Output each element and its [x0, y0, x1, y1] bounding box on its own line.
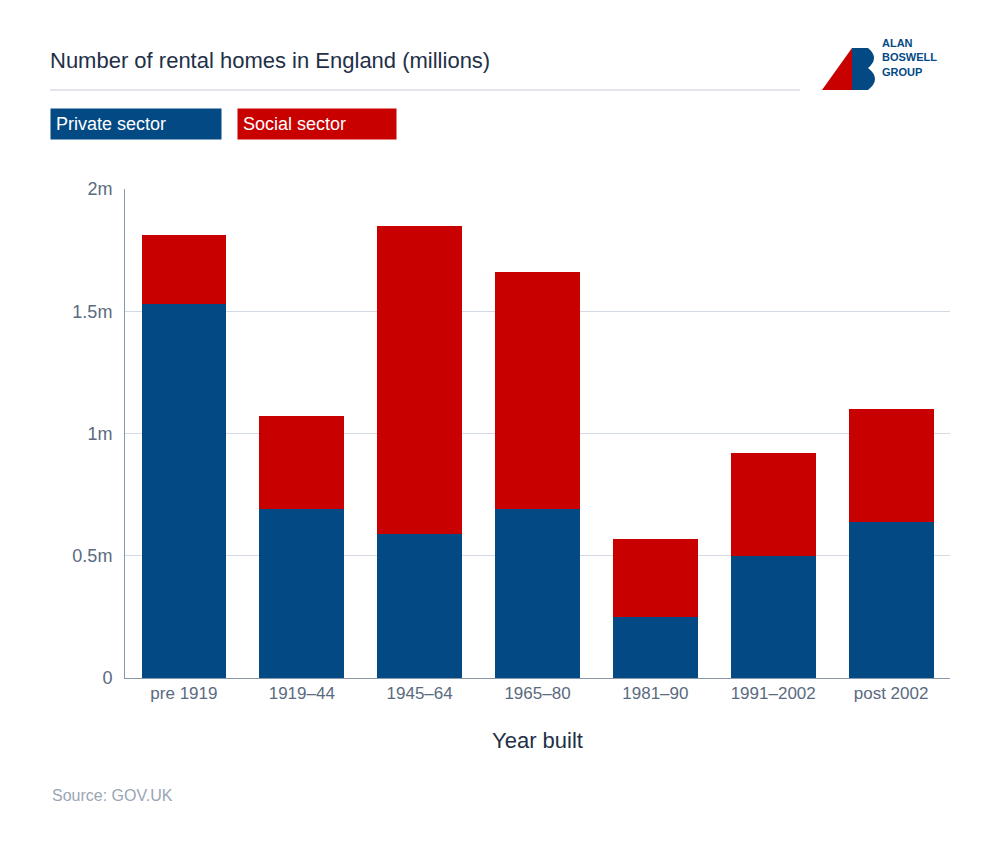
svg-text:Social sector: Social sector — [243, 114, 346, 134]
svg-text:1945–64: 1945–64 — [387, 684, 453, 703]
svg-text:0: 0 — [102, 668, 112, 688]
svg-text:Number of rental homes in Engl: Number of rental homes in England (milli… — [50, 48, 490, 73]
svg-text:1.5m: 1.5m — [72, 302, 112, 322]
svg-text:1981–90: 1981–90 — [622, 684, 688, 703]
svg-text:1991–2002: 1991–2002 — [731, 684, 816, 703]
svg-text:1m: 1m — [87, 424, 112, 444]
svg-text:2m: 2m — [87, 179, 112, 199]
svg-text:Source: GOV.UK: Source: GOV.UK — [52, 787, 173, 804]
svg-text:ALANBOSWELLGROUP: ALANBOSWELLGROUP — [882, 37, 937, 78]
svg-text:0.5m: 0.5m — [72, 546, 112, 566]
svg-text:pre 1919: pre 1919 — [150, 684, 217, 703]
svg-text:1965–80: 1965–80 — [504, 684, 570, 703]
svg-text:1919–44: 1919–44 — [269, 684, 335, 703]
svg-text:Year built: Year built — [492, 728, 583, 753]
svg-text:Private sector: Private sector — [56, 114, 166, 134]
svg-text:post 2002: post 2002 — [854, 684, 929, 703]
